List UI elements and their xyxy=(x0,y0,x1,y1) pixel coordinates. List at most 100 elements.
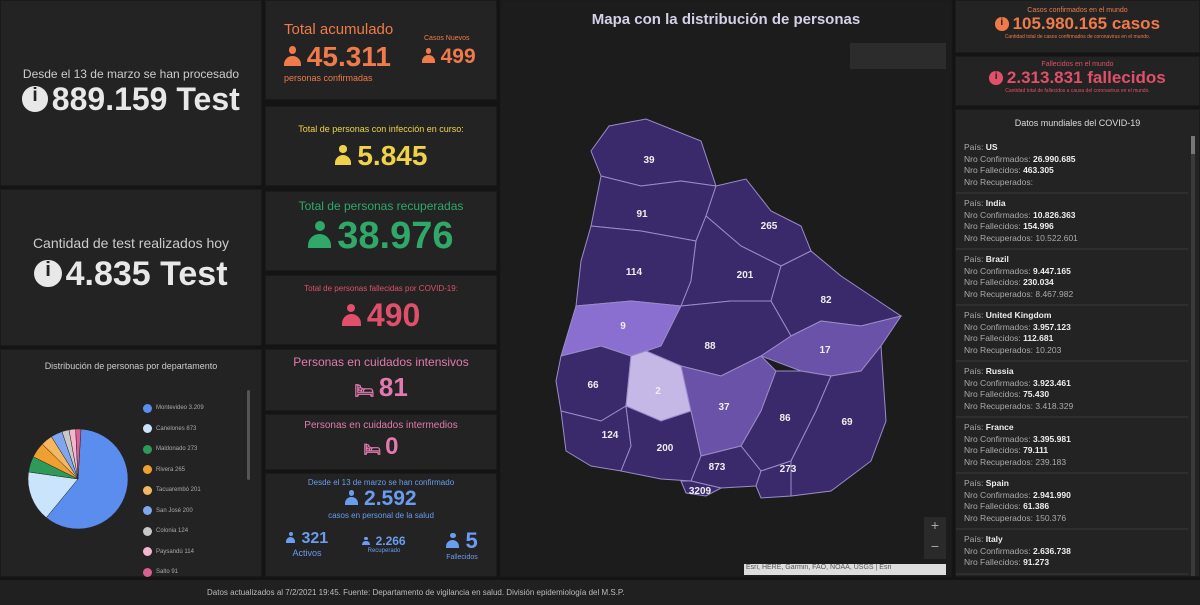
country-list-scrollbar[interactable] xyxy=(1191,136,1195,576)
legend-item[interactable]: Rivera 265 xyxy=(143,460,204,481)
uruguay-map[interactable]: 39 91 265 114 201 82 9 88 17 66 2 37 86 69 124 200 873 27… xyxy=(501,1,953,578)
map-attribution: Esri, HERE, Garmin, FAO, NOAA, USGS | Es… xyxy=(744,564,946,575)
health-staff-card: Desde el 13 de marzo se han confirmado 2… xyxy=(265,473,497,577)
country-name: France xyxy=(985,422,1014,432)
person-icon xyxy=(362,536,370,546)
info-icon xyxy=(994,17,1009,31)
legend-item[interactable]: Tacuarembó 201 xyxy=(143,480,204,501)
department-shape[interactable] xyxy=(790,344,887,497)
country-label: País: xyxy=(964,310,984,320)
recovered-label: Nro Recuperados: xyxy=(964,176,1033,187)
zoom-out-button[interactable]: − xyxy=(930,538,940,554)
department-montevideo[interactable]: 3209 xyxy=(680,480,723,497)
country-name: US xyxy=(985,142,998,152)
department-rocha[interactable]: 69 xyxy=(790,344,887,497)
confirmed-label: Nro Confirmados: xyxy=(964,433,1031,444)
health-active-value: 321 xyxy=(301,530,329,547)
legend-swatch xyxy=(143,485,152,495)
map-search-box[interactable] xyxy=(850,43,946,69)
country-item[interactable]: País: US Nro Confirmados: 26.990.685 Nro… xyxy=(956,138,1188,194)
tests-total-card: Desde el 13 de marzo se han procesado 88… xyxy=(0,0,262,186)
world-cases-card: Casos confirmados en el mundo 105.980.16… xyxy=(955,0,1200,53)
deaths-label: Nro Fallecidos: xyxy=(964,557,1021,567)
tests-today-card: Cantidad de test realizados hoy 4.835 Te… xyxy=(0,189,262,346)
department-maldonado[interactable]: 273 xyxy=(755,460,797,499)
country-label: País: xyxy=(964,142,984,152)
country-item[interactable]: País: Russia Nro Confirmados: 3.923.461 … xyxy=(956,362,1188,418)
legend-item[interactable]: San José 200 xyxy=(143,501,204,522)
department-value: 9 xyxy=(620,321,626,332)
country-recovered: 239.183 xyxy=(1035,456,1067,467)
person-icon xyxy=(308,221,332,248)
department-paysandú[interactable]: 114 xyxy=(575,225,697,307)
legend-label: Montevideo 3.209 xyxy=(156,405,204,412)
recovered-title: Total de personas recuperadas xyxy=(298,199,464,213)
country-item[interactable]: País: France Nro Confirmados: 3.395.981 … xyxy=(956,418,1188,474)
country-name: Russia xyxy=(985,366,1014,376)
country-confirmed: 2.636.738 xyxy=(1032,545,1071,556)
health-active-label: Activos xyxy=(292,548,322,558)
country-item[interactable]: País: Spain Nro Confirmados: 2.941.990 N… xyxy=(956,474,1188,530)
tests-total-label: Desde el 13 de marzo se han procesado xyxy=(22,67,240,81)
intermediate-title: Personas en cuidados intermedios xyxy=(304,420,458,431)
zoom-in-button[interactable]: + xyxy=(930,517,940,533)
department-shape[interactable] xyxy=(680,480,723,497)
country-item[interactable]: País: Italy Nro Confirmados: 2.636.738 N… xyxy=(956,530,1188,575)
pie-slice-montevideo[interactable] xyxy=(45,428,129,530)
country-deaths: 154.996 xyxy=(1023,221,1054,231)
health-sub: casos en personal de la salud xyxy=(328,511,434,520)
world-cases-sub: Cantidad total de casos confirmados de c… xyxy=(1004,34,1151,40)
health-recovered-label: Recuperado xyxy=(367,548,401,554)
world-deaths-value: 2.313.831 fallecidos xyxy=(1006,68,1166,87)
pie-slice-salto[interactable] xyxy=(75,428,82,480)
country-deaths: 91.273 xyxy=(1023,557,1050,567)
country-item[interactable]: País: India Nro Confirmados: 10.826.363 … xyxy=(956,194,1188,250)
legend-item[interactable]: Colonia 124 xyxy=(143,521,204,542)
intermediate-card: Personas en cuidados intermedios 🛏 0 xyxy=(265,414,497,470)
department-artigas[interactable]: 39 xyxy=(590,118,717,187)
bed-icon: 🛏 xyxy=(354,383,379,400)
department-value: 82 xyxy=(820,295,832,306)
health-recovered-value: 2.266 xyxy=(375,534,406,548)
legend-swatch xyxy=(143,506,152,516)
map-panel[interactable]: Mapa con la distribución de personas 39 9… xyxy=(500,0,952,577)
department-shape[interactable] xyxy=(575,225,697,307)
department-shape[interactable] xyxy=(755,460,792,499)
country-item[interactable]: País: Brazil Nro Confirmados: 9.447.165 … xyxy=(956,250,1188,306)
active-title: Total de personas con infección en curso… xyxy=(298,124,464,134)
health-deaths-value: 5 xyxy=(465,528,478,553)
country-label: País: xyxy=(964,422,984,432)
recovered-label: Nro Recuperados: xyxy=(964,512,1033,523)
legend-label: Rivera 265 xyxy=(156,466,186,473)
confirmed-label: Nro Confirmados: xyxy=(964,545,1031,556)
icu-card: Personas en cuidados intensivos 🛏 81 xyxy=(265,349,497,411)
pie-slice-canelones[interactable] xyxy=(27,471,79,519)
legend-item[interactable]: Maldonado 273 xyxy=(143,439,204,460)
legend-scrollbar[interactable] xyxy=(247,390,250,480)
world-deaths-sub: Cantidad total de fallecidos a causa del… xyxy=(1005,88,1150,94)
legend-label: Colonia 124 xyxy=(156,528,189,535)
map-title: Mapa con la distribución de personas xyxy=(591,11,861,28)
country-recovered: 10.522.601 xyxy=(1035,232,1078,243)
legend-item[interactable]: Salto 91 xyxy=(143,562,204,583)
country-deaths: 61.386 xyxy=(1023,501,1050,511)
country-list[interactable]: País: US Nro Confirmados: 26.990.685 Nro… xyxy=(956,138,1188,575)
world-cases-value: 105.980.165 casos xyxy=(1012,14,1161,33)
legend-swatch xyxy=(143,444,152,454)
legend-item[interactable]: Canelones 873 xyxy=(143,419,204,440)
pie-legend: Montevideo 3.209 Canelones 873 Maldonado 2… xyxy=(143,398,204,583)
person-icon xyxy=(446,532,460,549)
country-confirmed: 3.923.461 xyxy=(1032,377,1071,388)
country-deaths: 79.111 xyxy=(1023,445,1049,455)
legend-swatch xyxy=(143,567,152,577)
recovered-label: Nro Recuperados: xyxy=(964,232,1033,243)
legend-item[interactable]: Paysandú 114 xyxy=(143,542,204,563)
country-item[interactable]: País: United Kingdom Nro Confirmados: 3.… xyxy=(956,306,1188,362)
department-value: 265 xyxy=(761,221,778,232)
department-shape[interactable] xyxy=(590,118,717,187)
country-name: United Kingdom xyxy=(985,310,1052,320)
new-cases-label: Casos Nuevos xyxy=(424,35,470,42)
legend-swatch xyxy=(143,403,152,413)
world-data-card: Datos mundiales del COVID-19 País: US Nr… xyxy=(955,109,1200,577)
legend-item[interactable]: Montevideo 3.209 xyxy=(143,398,204,419)
